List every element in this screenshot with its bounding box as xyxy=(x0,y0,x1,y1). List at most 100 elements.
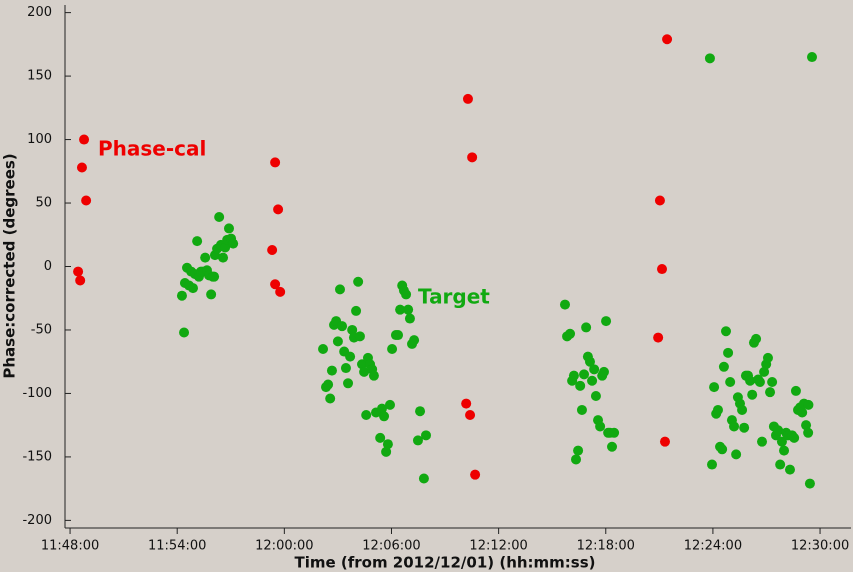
data-point xyxy=(461,398,472,409)
data-point xyxy=(340,363,351,374)
data-point xyxy=(382,439,393,450)
data-point xyxy=(418,473,429,484)
data-point xyxy=(739,422,750,433)
data-point xyxy=(725,377,736,388)
data-point xyxy=(200,252,211,263)
data-point xyxy=(607,441,618,452)
data-point xyxy=(595,421,606,432)
data-point xyxy=(218,252,229,263)
data-point xyxy=(797,407,808,418)
data-point xyxy=(704,53,715,64)
data-point xyxy=(403,304,414,315)
data-point xyxy=(223,223,234,234)
y-tick-label: -50 xyxy=(31,322,52,337)
data-point xyxy=(187,283,198,294)
data-point xyxy=(412,435,423,446)
data-point xyxy=(353,276,364,287)
data-point xyxy=(789,432,800,443)
x-axis-title: Time (from 2012/12/01) (hh:mm:ss) xyxy=(294,554,595,572)
data-point xyxy=(79,134,90,145)
data-point xyxy=(415,406,426,417)
data-point xyxy=(393,330,404,341)
data-point xyxy=(598,366,609,377)
data-point xyxy=(214,211,225,222)
data-point xyxy=(589,364,600,375)
data-point xyxy=(745,375,756,386)
y-tick-label: 100 xyxy=(27,132,52,147)
data-point xyxy=(395,304,406,315)
data-point xyxy=(765,387,776,398)
data-point xyxy=(192,236,203,247)
data-point xyxy=(325,393,336,404)
data-point xyxy=(401,289,412,300)
data-point xyxy=(376,403,387,414)
data-point xyxy=(573,445,584,456)
data-point xyxy=(751,333,762,344)
data-point xyxy=(747,389,758,400)
data-point xyxy=(717,444,728,455)
data-point xyxy=(359,366,370,377)
data-point xyxy=(601,316,612,327)
data-point xyxy=(368,370,379,381)
data-point xyxy=(387,344,398,355)
data-point xyxy=(347,324,358,335)
data-point xyxy=(776,436,787,447)
data-point xyxy=(773,425,784,436)
data-point xyxy=(590,390,601,401)
data-point xyxy=(609,427,620,438)
data-point xyxy=(206,289,217,300)
x-tick-label: 12:00:00 xyxy=(255,539,313,554)
data-point xyxy=(351,305,362,316)
data-point xyxy=(790,385,801,396)
data-point xyxy=(801,420,812,431)
data-point xyxy=(571,454,582,465)
data-point xyxy=(568,370,579,381)
data-point xyxy=(384,399,395,410)
data-point xyxy=(729,421,740,432)
data-point xyxy=(659,436,670,447)
data-point xyxy=(779,445,790,456)
data-point xyxy=(75,275,86,286)
data-point xyxy=(332,336,343,347)
data-point xyxy=(176,290,187,301)
x-tick-label: 12:24:00 xyxy=(684,539,742,554)
data-point xyxy=(81,195,92,206)
data-point xyxy=(709,382,720,393)
data-point xyxy=(220,242,231,253)
data-point xyxy=(721,326,732,337)
x-tick-label: 12:18:00 xyxy=(577,539,635,554)
plot-area: Phase-cal Target xyxy=(73,34,818,489)
data-point xyxy=(381,446,392,457)
data-point xyxy=(179,327,190,338)
data-point xyxy=(803,399,814,410)
data-point xyxy=(467,152,478,163)
data-point xyxy=(576,404,587,415)
series-label: Phase-cal xyxy=(98,137,206,161)
data-point xyxy=(654,195,665,206)
x-tick-label: 12:12:00 xyxy=(469,539,527,554)
data-point xyxy=(267,244,278,255)
data-point xyxy=(343,378,354,389)
data-point xyxy=(73,266,84,277)
data-point xyxy=(209,271,220,282)
data-point xyxy=(345,351,356,362)
data-point xyxy=(318,344,329,355)
data-point xyxy=(465,410,476,421)
data-point xyxy=(581,322,592,333)
data-point xyxy=(559,299,570,310)
data-point xyxy=(579,369,590,380)
data-point xyxy=(804,478,815,489)
data-point xyxy=(662,34,673,45)
data-point xyxy=(270,157,281,168)
data-point xyxy=(354,331,365,342)
data-point xyxy=(657,264,668,275)
y-tick-label: -200 xyxy=(22,513,52,528)
axes: -200 -150 -100 -50 0 50 100 150 200 11:48:00 11:54… xyxy=(22,5,851,554)
data-point xyxy=(409,335,420,346)
data-point xyxy=(361,410,372,421)
data-point xyxy=(767,377,778,388)
data-point xyxy=(762,352,773,363)
series-label: Target xyxy=(418,285,490,309)
